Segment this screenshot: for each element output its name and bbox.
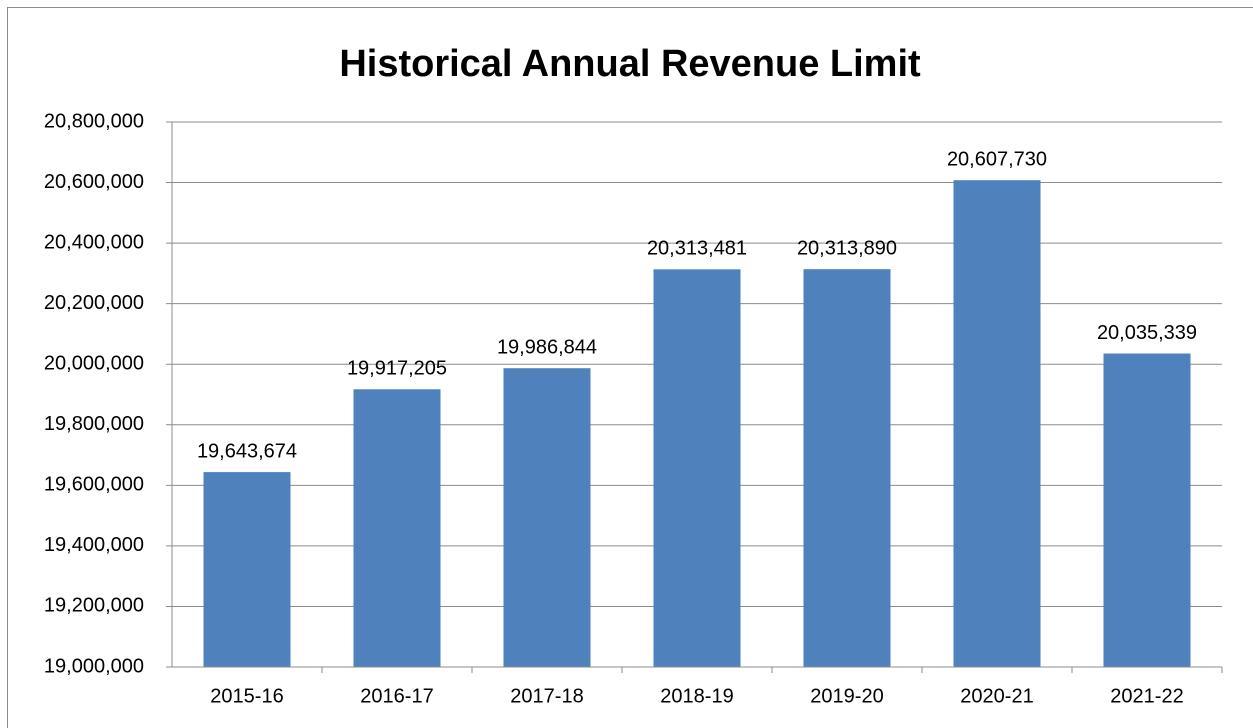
- x-tick-label: 2020-21: [960, 685, 1033, 707]
- y-tick-label: 20,400,000: [44, 231, 144, 253]
- bar: [503, 368, 591, 667]
- value-label: 20,607,730: [947, 148, 1047, 170]
- bar: [353, 389, 441, 667]
- y-tick-label: 19,200,000: [44, 595, 144, 617]
- value-label: 19,643,674: [197, 440, 297, 462]
- chart-title: Historical Annual Revenue Limit: [339, 43, 921, 85]
- y-tick-label: 20,000,000: [44, 353, 144, 375]
- y-tick-label: 20,600,000: [44, 171, 144, 193]
- y-tick-label: 20,800,000: [44, 110, 144, 132]
- bar: [803, 269, 891, 667]
- bar: [953, 180, 1041, 667]
- value-label: 20,313,890: [797, 237, 897, 259]
- x-tick-label: 2019-20: [810, 685, 883, 707]
- x-tick-label: 2015-16: [210, 685, 283, 707]
- x-tick-label: 2016-17: [360, 685, 433, 707]
- x-tick-label: 2021-22: [1110, 685, 1183, 707]
- value-label: 20,035,339: [1097, 322, 1197, 344]
- bar: [203, 472, 291, 667]
- y-tick-label: 19,600,000: [44, 474, 144, 496]
- y-tick-label: 19,400,000: [44, 534, 144, 556]
- value-label: 20,313,481: [647, 238, 747, 260]
- x-tick-label: 2017-18: [510, 685, 583, 707]
- bar: [1103, 353, 1191, 667]
- y-tick-label: 19,800,000: [44, 413, 144, 435]
- bar: [653, 269, 741, 667]
- value-label: 19,917,205: [347, 358, 447, 380]
- value-label: 19,986,844: [497, 336, 597, 358]
- x-tick-label: 2018-19: [660, 685, 733, 707]
- y-tick-label: 19,000,000: [44, 655, 144, 677]
- y-tick-label: 20,200,000: [44, 292, 144, 314]
- chart-frame: [7, 7, 1253, 728]
